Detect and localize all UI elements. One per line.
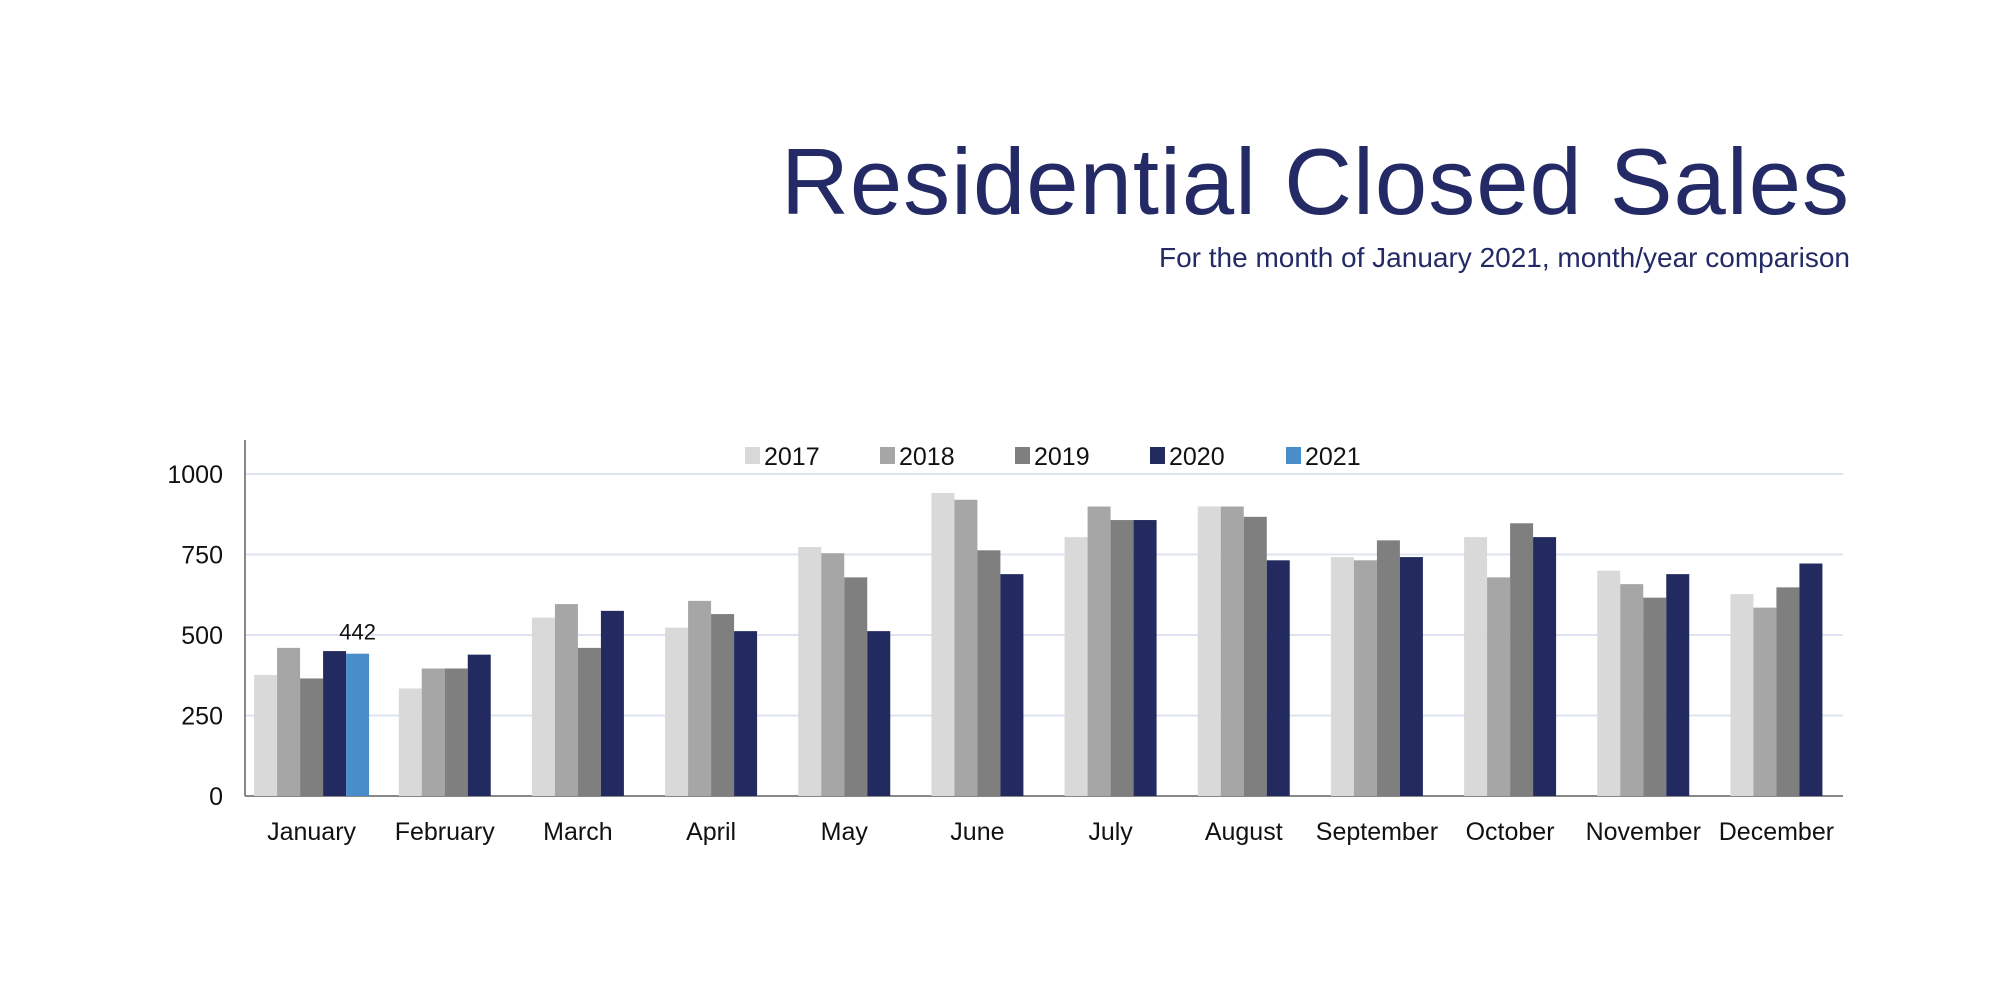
bar-2021-january — [346, 653, 370, 796]
bar-2018-november — [1620, 584, 1644, 796]
x-tick-label: December — [1719, 818, 1834, 846]
x-tick-label: May — [821, 818, 869, 846]
y-tick-label: 500 — [181, 622, 223, 650]
legend-swatch-2018 — [880, 447, 895, 464]
y-tick-label: 1000 — [167, 461, 223, 489]
legend-label-2017: 2017 — [764, 443, 820, 471]
bar-2020-november — [1666, 574, 1690, 796]
bar-2019-april — [711, 614, 735, 796]
bar-2018-may — [821, 553, 845, 796]
chart-title: Residential Closed Sales — [780, 129, 1850, 234]
bar-2019-september — [1376, 540, 1400, 796]
x-tick-label: June — [950, 818, 1004, 846]
bar-2018-september — [1353, 560, 1377, 796]
bar-2020-march — [600, 610, 624, 796]
bar-2020-april — [734, 631, 758, 796]
legend-swatch-2017 — [745, 447, 760, 464]
x-tick-label: July — [1088, 818, 1133, 846]
bar-2019-october — [1510, 523, 1534, 796]
bar-2017-september — [1330, 557, 1354, 796]
x-tick-label: September — [1316, 818, 1438, 846]
bar-2018-january — [277, 647, 301, 796]
x-tick-label: March — [543, 818, 612, 846]
chart-subtitle: For the month of January 2021, month/yea… — [1158, 242, 1850, 273]
y-tick-label: 0 — [209, 783, 223, 811]
x-tick-label: January — [267, 818, 356, 846]
bar-2019-march — [577, 647, 601, 796]
bar-2020-may — [867, 631, 891, 796]
bar-2020-december — [1799, 563, 1823, 796]
bar-2020-january — [323, 651, 347, 796]
x-tick-label: April — [686, 818, 736, 846]
bar-2017-june — [931, 492, 955, 796]
legend-swatch-2021 — [1286, 447, 1301, 464]
bar-2018-february — [421, 668, 445, 796]
bar-2019-may — [844, 577, 868, 796]
bar-2017-march — [531, 617, 555, 796]
x-tick-label: February — [395, 818, 496, 846]
bar-2017-january — [254, 674, 278, 796]
bar-2017-may — [798, 547, 822, 796]
bar-2018-march — [554, 604, 578, 796]
y-tick-label: 750 — [181, 542, 223, 570]
legend-label-2021: 2021 — [1305, 443, 1361, 471]
bar-2018-july — [1087, 506, 1111, 796]
bar-2020-october — [1533, 537, 1557, 796]
bar-2018-december — [1753, 607, 1777, 796]
x-tick-label: August — [1205, 818, 1283, 846]
bar-2019-june — [977, 550, 1001, 796]
bar-2018-june — [954, 499, 978, 796]
bar-2020-august — [1266, 560, 1290, 796]
bar-2017-august — [1197, 506, 1221, 796]
legend-label-2020: 2020 — [1169, 443, 1225, 471]
y-tick-label: 250 — [181, 703, 223, 731]
bar-2019-july — [1110, 520, 1134, 796]
bar-2017-october — [1464, 537, 1488, 796]
x-tick-label: October — [1466, 818, 1555, 846]
bar-2017-july — [1064, 537, 1088, 796]
bar-2020-september — [1399, 557, 1423, 796]
bar-2019-august — [1243, 516, 1267, 796]
bar-2019-november — [1643, 597, 1667, 796]
x-tick-label: November — [1586, 818, 1701, 846]
bar-2017-february — [398, 688, 422, 796]
bar-2019-january — [300, 678, 324, 796]
bar-2018-april — [688, 600, 712, 796]
bar-2018-august — [1220, 506, 1244, 796]
bar-2017-april — [665, 627, 689, 796]
bar-2018-october — [1487, 577, 1511, 796]
bar-2020-june — [1000, 574, 1024, 796]
legend-swatch-2019 — [1015, 447, 1030, 464]
bar-2019-december — [1776, 587, 1800, 796]
bar-2020-february — [467, 654, 491, 796]
legend-label-2019: 2019 — [1034, 443, 1090, 471]
bar-2017-november — [1597, 570, 1621, 796]
data-label: 442 — [339, 620, 376, 645]
legend-label-2018: 2018 — [899, 443, 955, 471]
bar-2019-february — [444, 668, 468, 796]
legend-swatch-2020 — [1150, 447, 1165, 464]
bar-2017-december — [1730, 594, 1754, 796]
bar-2020-july — [1133, 520, 1157, 796]
